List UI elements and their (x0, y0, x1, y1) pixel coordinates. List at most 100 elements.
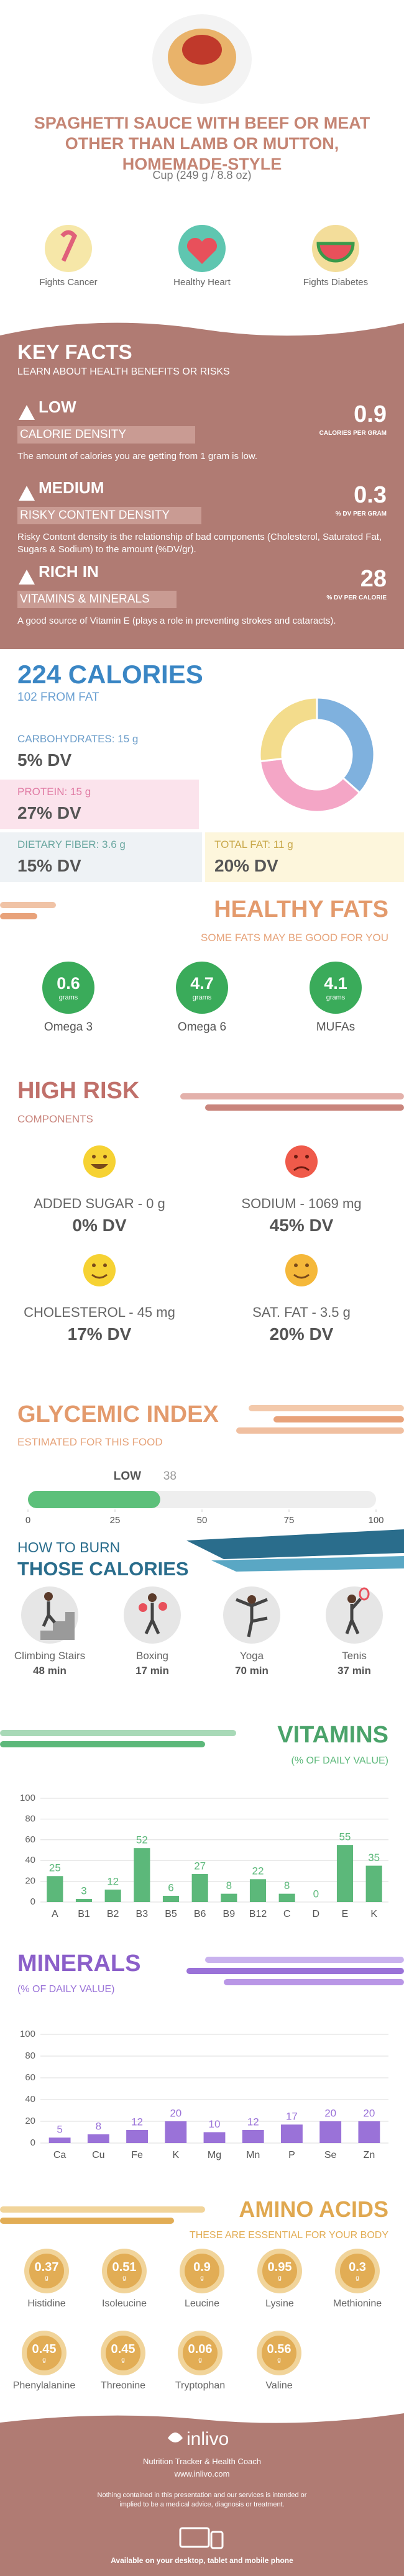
risk-dv: 45% DV (269, 1216, 334, 1235)
amino-name: Methionine (333, 2298, 382, 2309)
value-label: 20 (324, 2107, 336, 2119)
x-tick-label: D (313, 1909, 320, 1919)
key-facts-bg (0, 322, 404, 649)
bar (365, 1865, 382, 1902)
melon (316, 242, 355, 263)
fat-unit: grams (58, 994, 78, 1001)
x-tick-label: B6 (194, 1909, 206, 1919)
nutrient-name: PROTEIN: (17, 786, 68, 798)
amino-value: 0.3 (349, 2260, 366, 2274)
warning-icon (19, 405, 35, 420)
gi-tick-label: 25 (110, 1515, 121, 1526)
bar (319, 2121, 342, 2143)
amino-value: 0.45 (32, 2342, 57, 2356)
x-tick-label: Ca (53, 2150, 67, 2160)
activity-icon (326, 1586, 383, 1644)
bar (358, 2121, 380, 2143)
nutrient-unit: g (85, 786, 91, 798)
value-label: 55 (339, 1831, 351, 1843)
fat-name: Omega 3 (44, 1021, 93, 1034)
value-label: 17 (286, 2111, 298, 2123)
fact-unit: % DV PER GRAM (335, 511, 387, 517)
amino-name: Threonine (100, 2380, 146, 2391)
value-label: 22 (252, 1865, 264, 1877)
activity-icon (21, 1586, 78, 1644)
bar (281, 2124, 303, 2143)
amino-value: 0.06 (188, 2342, 213, 2356)
value-label: 5 (57, 2124, 62, 2136)
amino-unit: g (45, 2275, 48, 2282)
x-tick-label: C (283, 1909, 291, 1919)
y-tick-label: 100 (20, 2029, 35, 2039)
risk-name: SAT. FAT - 3.5 g (252, 1304, 351, 1320)
bar (104, 1889, 121, 1902)
value-label: 12 (247, 2116, 259, 2128)
risk-name: ADDED SUGAR - 0 g (34, 1196, 165, 1211)
bar (75, 1898, 93, 1902)
section-title: HIGH RISK (17, 1078, 140, 1104)
section-subtitle: ESTIMATED FOR THIS FOOD (17, 1436, 163, 1448)
amino-bubble-inner (340, 2254, 375, 2288)
x-tick-label: Mg (208, 2150, 221, 2160)
x-tick-label: K (172, 2150, 179, 2160)
y-tick-label: 0 (30, 2137, 35, 2148)
activity-icon (124, 1586, 181, 1644)
nutrient-grams: 11 (273, 839, 285, 850)
gi-value: 38 (163, 1470, 177, 1483)
fat-value: 4.1 (324, 974, 347, 993)
tagline: Nutrition Tracker & Health Coach (142, 2457, 262, 2466)
gi-bar (28, 1491, 160, 1508)
amino-name: Histidine (27, 2298, 66, 2309)
value-label: 52 (136, 1834, 148, 1846)
fact-level: MEDIUM (39, 478, 104, 497)
activity-time: 17 min (135, 1665, 169, 1677)
calories-subtitle: 102 FROM FAT (17, 691, 99, 704)
activity-time: 70 min (235, 1665, 269, 1677)
gi-tick-label: 50 (197, 1515, 208, 1526)
bar (203, 2132, 226, 2143)
risk-dv: 17% DV (67, 1324, 132, 1344)
bar (134, 1848, 150, 1902)
nutrient-unit: g (287, 839, 293, 850)
activity-time: 48 min (33, 1665, 67, 1677)
stripe (0, 2206, 205, 2213)
section-title: GLYCEMIC INDEX (17, 1401, 219, 1427)
badge-label: Fights Cancer (39, 277, 98, 288)
section-subtitle: THESE ARE ESSENTIAL FOR YOUR BODY (189, 2230, 388, 2241)
label-box (17, 426, 195, 444)
amino-bubble-inner (29, 2254, 64, 2288)
activity-name: Boxing (136, 1650, 168, 1662)
x-tick-label: B12 (249, 1909, 267, 1919)
sauce (182, 35, 222, 65)
nutrient: TOTAL FAT: 11 g (214, 839, 293, 851)
amino-bubble-inner (106, 2336, 140, 2370)
bar (191, 1873, 208, 1902)
y-tick-label: 80 (25, 2050, 35, 2061)
x-tick-label: Mn (246, 2150, 260, 2160)
y-tick-label: 20 (25, 1876, 35, 1886)
nutrient-name: TOTAL FAT: (214, 839, 271, 850)
fat-unit: grams (192, 994, 212, 1001)
fact-text: Risky Content density is the relationshi… (17, 532, 382, 555)
section-subtitle: THOSE CALORIES (17, 1558, 189, 1580)
y-tick-label: 40 (25, 1855, 35, 1865)
donut-segment (316, 696, 375, 794)
stripe (205, 1957, 404, 1963)
gi-tick-label: 100 (368, 1515, 383, 1526)
activity-time: 37 min (337, 1665, 371, 1677)
y-tick-label: 100 (20, 1793, 35, 1803)
fact-label: CALORIE DENSITY (20, 428, 127, 441)
device-icon (210, 2531, 224, 2549)
amino-name: Phenylalanine (12, 2380, 76, 2391)
available: Available on your desktop, tablet and mo… (111, 2556, 293, 2565)
value-label: 3 (81, 1885, 86, 1896)
bar (162, 1895, 180, 1902)
bar (278, 1893, 295, 1902)
chart-title: VITAMINS (277, 1722, 388, 1748)
amino-name: Lysine (265, 2298, 294, 2309)
nutrient: DIETARY FIBER: 3.6 g (17, 839, 126, 851)
calories-title: 224 CALORIES (17, 660, 203, 689)
x-tick-label: P (288, 2150, 295, 2160)
amino-value: 0.51 (112, 2260, 137, 2274)
x-tick-label: K (370, 1909, 377, 1919)
